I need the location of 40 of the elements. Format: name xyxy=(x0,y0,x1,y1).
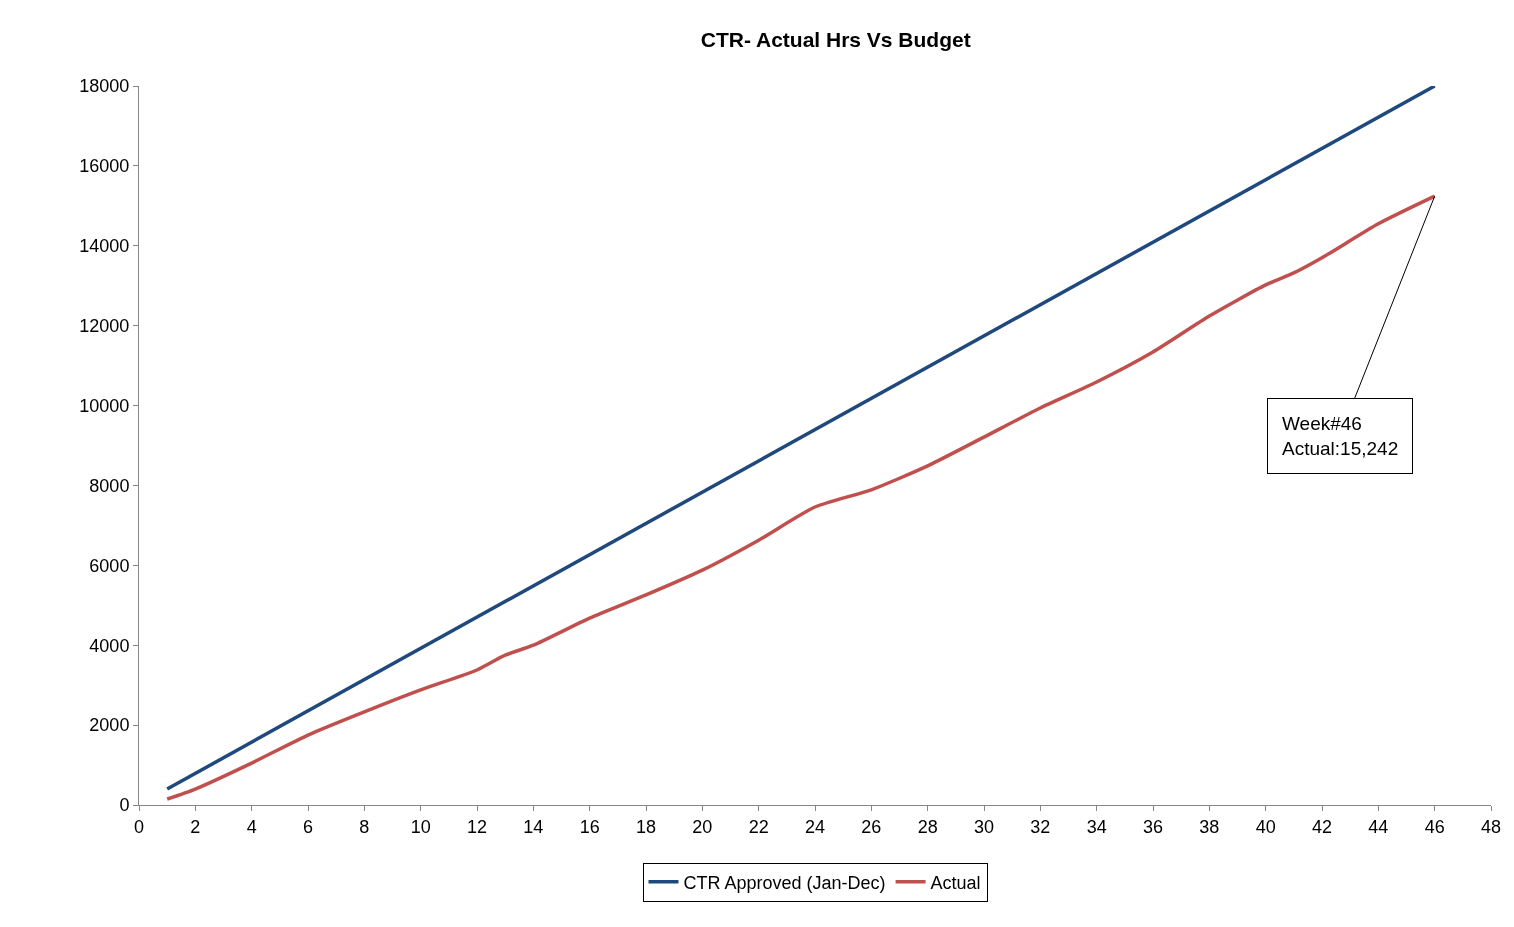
x-tick-label: 42 xyxy=(1311,816,1333,837)
x-tick-label: 24 xyxy=(804,816,826,837)
x-tick-label: 36 xyxy=(1142,816,1164,837)
x-tick-label: 30 xyxy=(973,816,995,837)
y-tick-label: 12000 xyxy=(79,315,130,336)
x-tick-label: 34 xyxy=(1086,816,1107,837)
chart-title: CTR- Actual Hrs Vs Budget xyxy=(700,28,971,52)
y-tick-label: 0 xyxy=(119,795,130,816)
y-tick-label: 14000 xyxy=(79,236,130,257)
y-tick-label: 16000 xyxy=(79,156,130,177)
x-tick-label: 44 xyxy=(1368,816,1389,837)
legend-label: CTR Approved (Jan-Dec) xyxy=(683,872,886,893)
x-tick-label: 10 xyxy=(410,816,431,837)
x-tick-label: 32 xyxy=(1030,816,1051,837)
x-tick-label: 2 xyxy=(190,816,201,837)
line-series xyxy=(165,194,1437,801)
x-tick-label: 38 xyxy=(1199,816,1220,837)
x-tick-label: 14 xyxy=(523,816,544,837)
x-tick-label: 4 xyxy=(246,816,257,837)
x-tick-label: 0 xyxy=(133,816,145,837)
x-tick-label: 12 xyxy=(466,816,488,837)
x-tick-label: 16 xyxy=(579,816,600,837)
x-tick-label: 26 xyxy=(861,816,882,837)
y-tick-label: 4000 xyxy=(89,635,130,656)
y-tick-label: 10000 xyxy=(79,395,130,416)
y-tick-label: 2000 xyxy=(89,715,130,736)
x-tick-label: 20 xyxy=(692,816,713,837)
annotation: Week#46 Actual:15,242 xyxy=(1282,413,1399,459)
x-tick-label: 28 xyxy=(917,816,938,837)
x-tick-label: 46 xyxy=(1424,816,1445,837)
x-tick-label: 8 xyxy=(359,816,370,837)
y-tick-label: 18000 xyxy=(79,76,130,97)
x-tick-label: 22 xyxy=(748,816,769,837)
x-tick-label: 18 xyxy=(635,816,657,837)
legend-label: Actual xyxy=(930,872,981,893)
y-tick-label: 8000 xyxy=(89,475,130,496)
x-tick-label: 40 xyxy=(1255,816,1276,837)
x-tick-label: 48 xyxy=(1480,816,1502,837)
x-tick-label: 6 xyxy=(302,816,314,837)
y-tick-label: 6000 xyxy=(89,555,130,576)
